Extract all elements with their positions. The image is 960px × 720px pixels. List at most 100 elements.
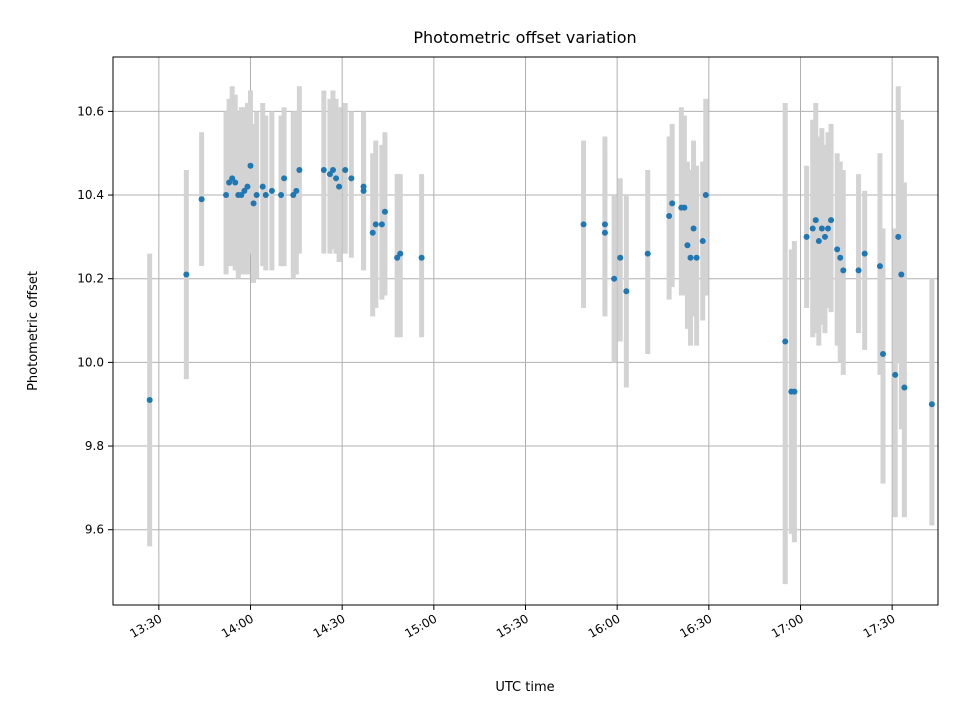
data-point	[690, 225, 697, 232]
data-point	[146, 397, 153, 404]
data-point	[348, 175, 355, 182]
y-tick-label: 10.4	[77, 188, 104, 202]
data-point	[928, 401, 935, 408]
y-tick-label: 9.8	[85, 439, 104, 453]
data-points	[146, 162, 935, 408]
y-axis-label: Photometric offset	[26, 271, 41, 391]
error-bars	[147, 86, 935, 585]
data-point	[378, 221, 385, 228]
data-point	[825, 225, 831, 232]
data-point	[791, 388, 798, 395]
data-point	[876, 263, 883, 270]
data-point	[241, 187, 248, 194]
data-point	[250, 200, 257, 207]
chart-title: Photometric offset variation	[413, 28, 636, 47]
data-point	[855, 267, 862, 274]
data-point	[601, 221, 608, 228]
x-tick-label: 14:00	[219, 611, 256, 640]
data-point	[183, 271, 190, 278]
data-point	[611, 275, 618, 282]
data-point	[232, 179, 239, 186]
data-point	[372, 221, 379, 228]
data-point	[244, 183, 251, 190]
data-point	[821, 233, 828, 240]
data-point	[601, 229, 608, 236]
data-point	[229, 175, 236, 182]
data-point	[681, 204, 688, 211]
x-tick-label: 16:30	[677, 611, 714, 640]
data-point	[901, 384, 908, 391]
data-point	[687, 254, 694, 261]
data-point	[861, 250, 868, 257]
y-tick-label: 10.6	[77, 104, 104, 118]
x-tick-label: 17:00	[769, 611, 806, 640]
data-point	[394, 254, 401, 261]
y-axis-ticks: 9.6 9.8 10.0 10.2 10.4 10.6	[77, 104, 113, 537]
data-point	[290, 192, 297, 199]
data-point	[293, 187, 300, 194]
data-point	[198, 196, 205, 203]
x-tick-label: 13:30	[127, 611, 164, 640]
grid-lines	[113, 57, 938, 605]
data-point	[223, 192, 230, 199]
data-point	[834, 246, 841, 253]
data-point	[812, 217, 819, 224]
data-point	[815, 238, 822, 245]
data-point	[253, 192, 260, 199]
data-point	[617, 254, 624, 261]
data-point	[259, 183, 266, 190]
data-point	[837, 254, 844, 261]
data-point	[895, 233, 902, 240]
x-tick-label: 17:30	[861, 611, 898, 640]
data-point	[666, 212, 673, 219]
data-point	[320, 166, 327, 173]
data-point	[644, 250, 651, 257]
data-point	[397, 250, 404, 257]
x-axis-label: UTC time	[495, 680, 554, 695]
data-point	[782, 338, 789, 345]
data-point	[281, 175, 288, 182]
y-tick-label: 10.0	[77, 355, 104, 369]
y-tick-label: 9.6	[85, 523, 104, 537]
data-point	[326, 171, 333, 178]
data-point	[623, 288, 630, 295]
data-point	[809, 225, 816, 232]
data-point	[880, 351, 886, 358]
data-point	[330, 166, 336, 173]
x-tick-label: 14:30	[311, 611, 348, 640]
x-tick-label: 16:00	[586, 611, 623, 640]
data-point	[840, 267, 847, 274]
data-point	[360, 187, 367, 194]
data-point	[262, 192, 269, 199]
data-point	[247, 162, 254, 169]
data-point	[278, 192, 285, 199]
data-point	[684, 242, 691, 249]
data-point	[342, 166, 349, 173]
data-point	[818, 225, 825, 232]
data-point	[381, 208, 388, 215]
data-point	[803, 233, 810, 240]
data-point	[892, 371, 899, 378]
data-point	[693, 254, 700, 261]
y-tick-label: 10.2	[77, 272, 104, 286]
data-point	[268, 187, 275, 194]
data-point	[333, 175, 340, 182]
data-point	[702, 192, 709, 199]
data-point	[418, 254, 425, 261]
data-point	[369, 229, 376, 236]
data-point	[296, 166, 303, 173]
data-point	[699, 238, 706, 245]
data-point	[898, 271, 905, 278]
data-point	[580, 221, 587, 228]
x-tick-label: 15:30	[494, 611, 531, 640]
data-point	[360, 183, 367, 190]
data-point	[828, 217, 835, 224]
data-point	[336, 183, 343, 190]
x-axis-ticks: 13:30 14:00 14:30 15:00 15:30 16:00 16:30 17:00…	[127, 605, 898, 641]
data-point	[226, 179, 233, 186]
data-point	[669, 200, 676, 207]
x-tick-label: 15:00	[402, 611, 439, 640]
data-point	[238, 192, 245, 199]
